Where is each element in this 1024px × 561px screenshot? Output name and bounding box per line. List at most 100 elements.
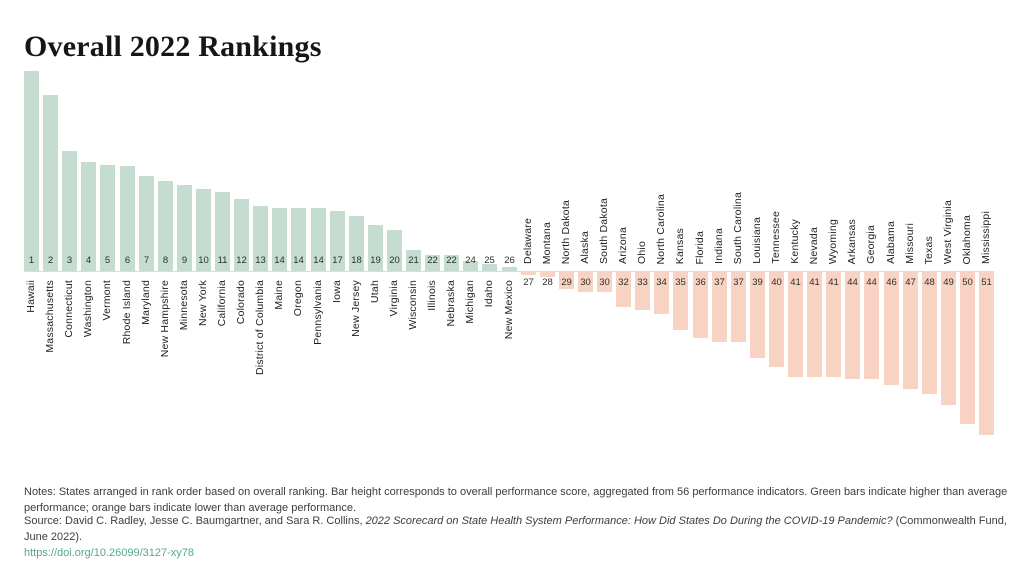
rank-label-kansas: 35: [675, 277, 686, 288]
rank-label-new-york: 10: [198, 255, 209, 266]
state-label-maryland: Maryland: [140, 280, 152, 325]
bar-utah: [368, 225, 383, 271]
state-label-nebraska: Nebraska: [445, 280, 457, 327]
bar-south-dakota: [597, 272, 612, 292]
bar-west-virginia: [941, 272, 956, 405]
rank-label-north-carolina: 34: [656, 277, 667, 288]
bar-tennessee: [769, 272, 784, 367]
state-label-new-jersey: New Jersey: [350, 280, 362, 337]
rank-label-west-virginia: 49: [943, 277, 954, 288]
state-label-arkansas: Arkansas: [846, 218, 858, 264]
state-label-new-mexico: New Mexico: [503, 280, 515, 340]
rank-label-colorado: 12: [236, 255, 247, 266]
bar-pennsylvania: [311, 208, 326, 271]
bar-minnesota: [177, 185, 192, 271]
bar-mississippi: [979, 272, 994, 435]
bar-nevada: [807, 272, 822, 377]
state-label-pennsylvania: Pennsylvania: [312, 280, 324, 345]
doi-link[interactable]: https://doi.org/10.26099/3127-xy78: [24, 547, 195, 559]
bar-idaho: [482, 264, 497, 271]
state-label-michigan: Michigan: [464, 280, 476, 324]
state-label-oregon: Oregon: [292, 280, 304, 317]
state-label-florida: Florida: [694, 230, 706, 265]
state-label-utah: Utah: [369, 280, 381, 303]
state-label-connecticut: Connecticut: [63, 280, 75, 338]
state-label-virginia: Virginia: [388, 280, 400, 317]
state-label-wisconsin: Wisconsin: [407, 280, 419, 330]
state-label-massachusetts: Massachusetts: [44, 280, 56, 353]
bar-maryland: [139, 176, 154, 271]
bar-alabama: [884, 272, 899, 385]
bar-delaware: [521, 272, 536, 275]
state-label-new-york: New York: [197, 280, 209, 326]
state-label-ohio: Ohio: [636, 241, 648, 264]
rank-label-arkansas: 44: [847, 277, 858, 288]
bar-arkansas: [845, 272, 860, 379]
state-label-kansas: Kansas: [674, 227, 686, 264]
rank-label-pennsylvania: 14: [313, 255, 324, 266]
bar-new-york: [196, 189, 211, 271]
page-title: Overall 2022 Rankings: [24, 30, 322, 64]
rank-label-delaware: 27: [523, 277, 534, 288]
bar-illinois: [425, 255, 440, 271]
bar-connecticut: [62, 151, 77, 271]
rank-label-mississippi: 51: [981, 277, 992, 288]
rank-label-nevada: 41: [809, 277, 820, 288]
bar-oregon: [291, 208, 306, 271]
bar-maine: [272, 208, 287, 271]
bar-new-jersey: [349, 216, 364, 271]
rank-label-florida: 36: [695, 277, 706, 288]
bar-california: [215, 192, 230, 271]
bar-wisconsin: [406, 250, 421, 271]
bar-indiana: [712, 272, 727, 342]
rank-label-missouri: 47: [905, 277, 916, 288]
rank-label-arizona: 32: [618, 277, 629, 288]
bar-alaska: [578, 272, 593, 292]
state-label-hawaii: Hawaii: [25, 280, 37, 313]
state-label-texas: Texas: [923, 235, 935, 264]
rank-label-iowa: 17: [332, 255, 343, 266]
rank-label-kentucky: 41: [790, 277, 801, 288]
rank-label-rhode-island: 6: [124, 255, 131, 266]
rank-label-new-jersey: 18: [351, 255, 362, 266]
rank-label-california: 11: [217, 255, 228, 266]
state-label-vermont: Vermont: [101, 280, 113, 321]
state-label-illinois: Illinois: [426, 280, 438, 311]
source-publication-title: 2022 Scorecard on State Health System Pe…: [365, 515, 893, 527]
bar-arizona: [616, 272, 631, 307]
bar-hawaii: [24, 71, 39, 271]
bar-vermont: [100, 165, 115, 271]
rank-label-virginia: 20: [389, 255, 400, 266]
bar-texas: [922, 272, 937, 394]
state-label-north-dakota: North Dakota: [560, 199, 572, 264]
state-label-montana: Montana: [541, 221, 553, 264]
rank-label-new-mexico: 26: [504, 255, 515, 266]
rank-label-utah: 19: [370, 255, 381, 266]
bar-district-of-columbia: [253, 206, 268, 271]
rank-label-alabama: 46: [886, 277, 897, 288]
state-label-minnesota: Minnesota: [178, 280, 190, 331]
bar-new-mexico: [502, 267, 517, 271]
state-label-arizona: Arizona: [617, 226, 629, 264]
bar-missouri: [903, 272, 918, 389]
state-label-maine: Maine: [273, 280, 285, 310]
state-label-new-hampshire: New Hampshire: [159, 280, 171, 358]
state-label-west-virginia: West Virginia: [942, 199, 954, 264]
state-label-georgia: Georgia: [865, 225, 877, 264]
rank-label-wisconsin: 21: [408, 255, 419, 266]
rank-label-montana: 28: [542, 277, 553, 288]
state-label-alabama: Alabama: [885, 221, 897, 264]
state-label-rhode-island: Rhode Island: [121, 280, 133, 345]
state-label-district-of-columbia: District of Columbia: [254, 280, 266, 376]
rank-label-north-dakota: 29: [561, 277, 572, 288]
state-label-oklahoma: Oklahoma: [961, 214, 973, 264]
bar-nebraska: [444, 255, 459, 271]
rank-label-louisiana: 39: [752, 277, 763, 288]
baseline-axis: [24, 271, 994, 272]
bar-ohio: [635, 272, 650, 310]
bar-georgia: [864, 272, 879, 379]
bar-north-carolina: [654, 272, 669, 314]
bar-south-carolina: [731, 272, 746, 342]
rank-label-hawaii: 1: [28, 255, 35, 266]
state-label-indiana: Indiana: [713, 228, 725, 264]
